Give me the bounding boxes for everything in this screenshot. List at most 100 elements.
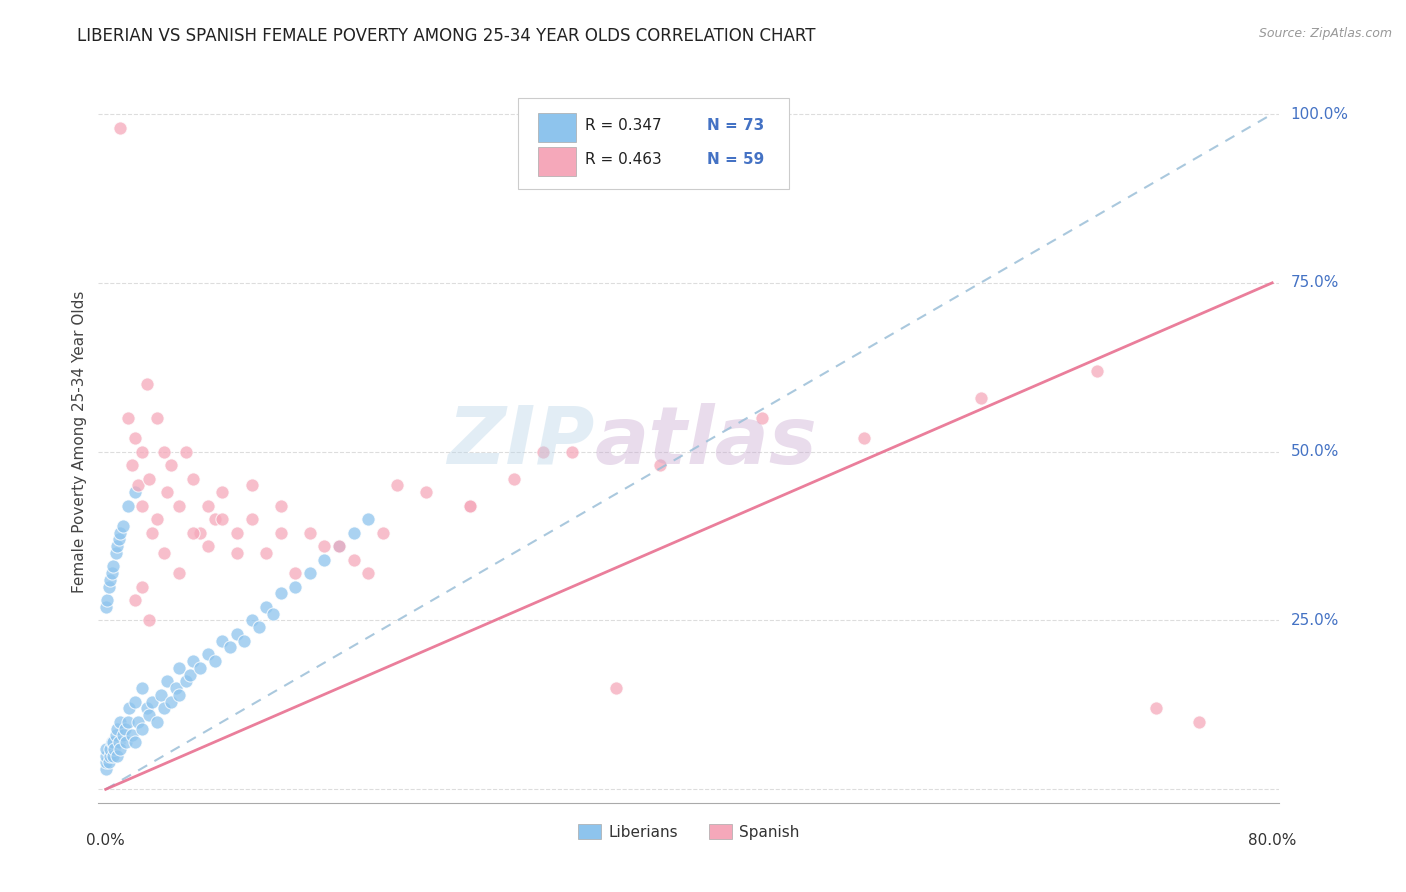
Bar bbox=[537, 147, 575, 176]
Point bbox=[233, 633, 256, 648]
Point bbox=[110, 525, 132, 540]
Point bbox=[110, 741, 132, 756]
Point bbox=[211, 485, 233, 500]
Point bbox=[100, 735, 122, 749]
Point bbox=[124, 485, 146, 500]
Point bbox=[371, 525, 394, 540]
Point bbox=[121, 458, 143, 472]
Text: R = 0.463: R = 0.463 bbox=[585, 153, 662, 168]
Point bbox=[174, 444, 197, 458]
Point bbox=[131, 580, 153, 594]
Point bbox=[342, 552, 364, 566]
Point bbox=[94, 756, 117, 770]
Point bbox=[197, 499, 219, 513]
Point bbox=[328, 539, 350, 553]
Point bbox=[110, 120, 132, 135]
Point bbox=[101, 559, 124, 574]
Text: 75.0%: 75.0% bbox=[1291, 276, 1339, 291]
Point bbox=[135, 701, 157, 715]
Point bbox=[165, 681, 187, 695]
Point bbox=[124, 593, 146, 607]
Bar bbox=[537, 112, 575, 142]
Point bbox=[101, 735, 124, 749]
Point bbox=[105, 748, 128, 763]
Point bbox=[262, 607, 284, 621]
Text: N = 73: N = 73 bbox=[707, 119, 763, 133]
Point bbox=[197, 647, 219, 661]
Point bbox=[98, 573, 121, 587]
Text: atlas: atlas bbox=[595, 402, 817, 481]
Text: ZIP: ZIP bbox=[447, 402, 595, 481]
Point bbox=[105, 722, 128, 736]
Point bbox=[103, 741, 125, 756]
Point bbox=[94, 741, 117, 756]
Point bbox=[167, 566, 190, 581]
Point bbox=[118, 701, 141, 715]
Point bbox=[138, 614, 160, 628]
Legend: Liberians, Spanish: Liberians, Spanish bbox=[572, 818, 806, 846]
Point bbox=[108, 735, 131, 749]
Point bbox=[298, 525, 321, 540]
Point bbox=[96, 593, 118, 607]
Point bbox=[240, 614, 263, 628]
Point bbox=[167, 661, 190, 675]
Point bbox=[153, 701, 176, 715]
Point bbox=[167, 499, 190, 513]
Point bbox=[298, 566, 321, 581]
Point bbox=[153, 444, 176, 458]
Point bbox=[240, 512, 263, 526]
Point bbox=[112, 519, 135, 533]
Point bbox=[270, 499, 292, 513]
Point bbox=[97, 580, 120, 594]
Point bbox=[247, 620, 270, 634]
Point bbox=[174, 674, 197, 689]
Text: Source: ZipAtlas.com: Source: ZipAtlas.com bbox=[1258, 27, 1392, 40]
Point bbox=[357, 512, 380, 526]
Point bbox=[131, 681, 153, 695]
Point bbox=[211, 512, 233, 526]
Point bbox=[218, 640, 240, 655]
Point bbox=[97, 756, 120, 770]
Point bbox=[226, 627, 249, 641]
Point bbox=[124, 431, 146, 445]
Point bbox=[1144, 701, 1167, 715]
Point bbox=[127, 714, 149, 729]
Point bbox=[204, 654, 226, 668]
Point bbox=[138, 472, 160, 486]
Point bbox=[145, 512, 167, 526]
Point bbox=[145, 411, 167, 425]
Point bbox=[181, 472, 204, 486]
Point bbox=[197, 539, 219, 553]
Point bbox=[108, 533, 131, 547]
Text: 80.0%: 80.0% bbox=[1249, 833, 1296, 848]
Point bbox=[101, 748, 124, 763]
Point bbox=[284, 580, 307, 594]
Point bbox=[605, 681, 627, 695]
Text: 0.0%: 0.0% bbox=[86, 833, 125, 848]
Point bbox=[124, 694, 146, 708]
Point bbox=[135, 377, 157, 392]
Point bbox=[117, 714, 139, 729]
Text: 50.0%: 50.0% bbox=[1291, 444, 1339, 459]
Point bbox=[503, 472, 526, 486]
Point bbox=[156, 485, 179, 500]
Point bbox=[561, 444, 583, 458]
Point bbox=[131, 722, 153, 736]
Point bbox=[1085, 364, 1108, 378]
Point bbox=[314, 539, 336, 553]
Point bbox=[342, 525, 364, 540]
Point bbox=[110, 714, 132, 729]
Point bbox=[145, 714, 167, 729]
Point bbox=[284, 566, 307, 581]
Text: R = 0.347: R = 0.347 bbox=[585, 119, 662, 133]
Point bbox=[458, 499, 481, 513]
Point bbox=[254, 599, 277, 614]
Point bbox=[458, 499, 481, 513]
Point bbox=[98, 741, 121, 756]
Text: 100.0%: 100.0% bbox=[1291, 106, 1348, 121]
Point bbox=[314, 552, 336, 566]
Point bbox=[94, 599, 117, 614]
Point bbox=[270, 586, 292, 600]
Point bbox=[531, 444, 554, 458]
Point bbox=[150, 688, 173, 702]
